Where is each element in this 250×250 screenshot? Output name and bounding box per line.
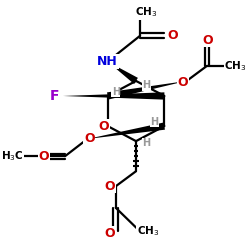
Text: O: O <box>38 150 49 163</box>
Text: O: O <box>104 180 115 193</box>
Text: CH$_3$: CH$_3$ <box>224 59 246 73</box>
Polygon shape <box>107 81 187 100</box>
Text: H: H <box>142 138 150 148</box>
Text: O: O <box>84 132 95 145</box>
Text: O: O <box>104 227 115 240</box>
Polygon shape <box>108 62 138 84</box>
Text: CH$_3$: CH$_3$ <box>137 224 160 238</box>
Text: F: F <box>50 89 60 103</box>
Text: H: H <box>150 117 158 127</box>
Text: H: H <box>112 87 120 97</box>
Text: O: O <box>177 76 188 88</box>
Text: O: O <box>98 120 109 132</box>
Polygon shape <box>87 122 165 139</box>
Text: NH: NH <box>97 55 118 68</box>
Text: O: O <box>203 34 213 46</box>
Text: CH$_3$: CH$_3$ <box>135 5 158 19</box>
Polygon shape <box>63 92 164 100</box>
Text: O: O <box>167 29 178 42</box>
Text: H$_3$C: H$_3$C <box>1 149 24 163</box>
Text: H: H <box>142 80 150 90</box>
